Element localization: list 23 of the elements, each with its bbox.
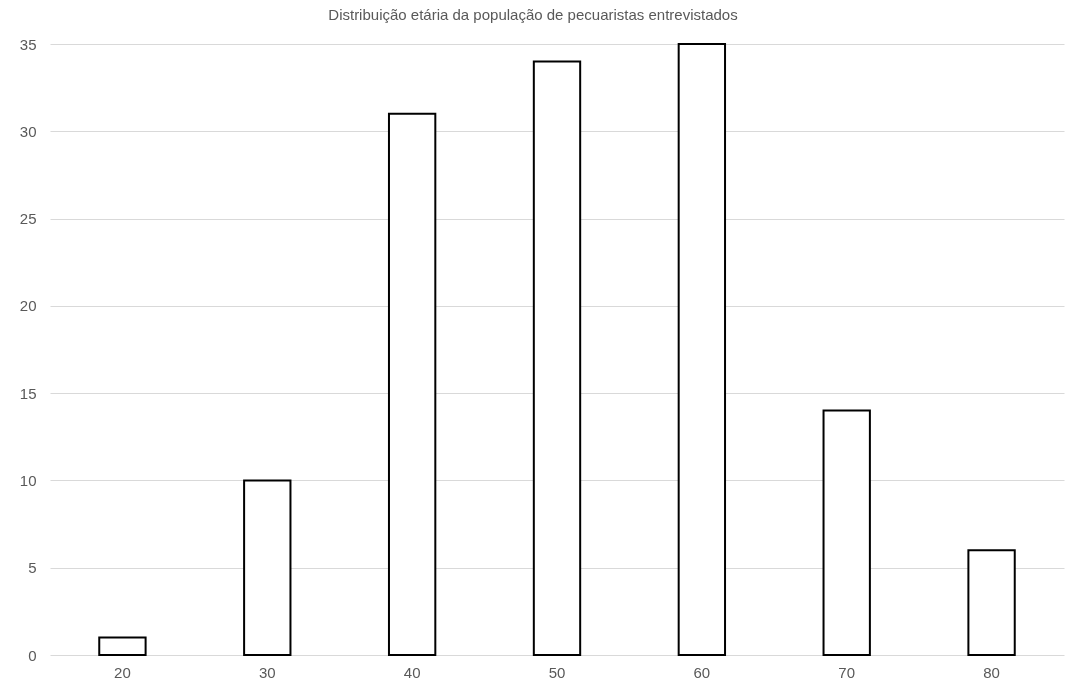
- x-tick-label: 20: [114, 663, 131, 681]
- bar: [387, 112, 437, 656]
- x-tick-label: 30: [258, 663, 276, 681]
- bar: [98, 636, 147, 656]
- y-tick-label: 0: [28, 646, 37, 664]
- x-tick-label: 40: [403, 663, 421, 681]
- x-tick-label: 60: [693, 663, 711, 681]
- y-tick-label: 35: [19, 35, 37, 53]
- y-tick-label: 25: [19, 210, 37, 228]
- x-tick-label: 50: [548, 663, 566, 681]
- y-tick-label: 10: [19, 471, 37, 489]
- y-tick-label: 20: [19, 297, 37, 315]
- x-tick-label: 70: [838, 663, 856, 681]
- y-tick-label: 5: [28, 559, 37, 577]
- y-tick-label: 15: [19, 384, 37, 402]
- bar: [677, 43, 727, 656]
- bar: [243, 479, 292, 656]
- chart-title: Distribuição etária da população de pecuaristas entrevistados: [328, 6, 738, 23]
- bar: [532, 60, 582, 656]
- bar: [967, 549, 1016, 656]
- y-tick-label: 30: [19, 122, 37, 140]
- bar: [822, 409, 871, 656]
- x-tick-label: 80: [983, 663, 1000, 681]
